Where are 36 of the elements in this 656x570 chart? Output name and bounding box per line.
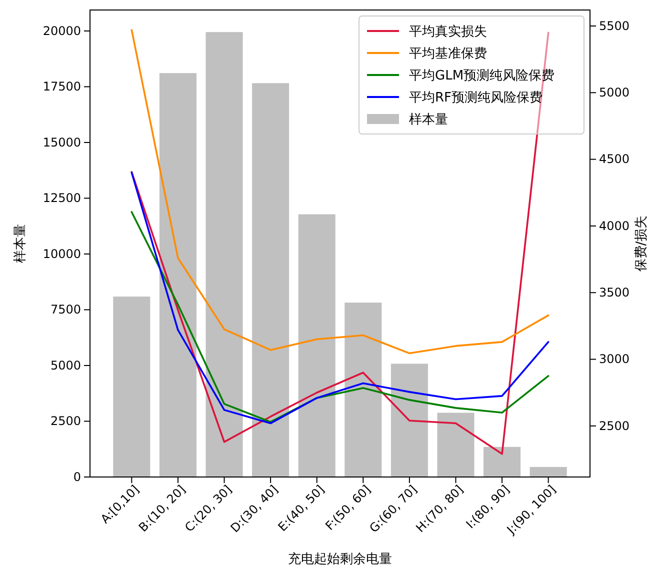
- legend-label: 样本量: [409, 112, 448, 128]
- y-tick-label: 12500: [42, 191, 81, 206]
- bar: [437, 412, 474, 477]
- legend-label: 平均真实损失: [409, 24, 487, 40]
- legend-label: 平均基准保费: [409, 46, 487, 62]
- y-tick-label: 2500: [50, 414, 81, 428]
- y-tick-label: 10000: [42, 246, 81, 261]
- bar: [390, 364, 428, 477]
- bar: [484, 446, 521, 477]
- y2-tick-label: 3500: [599, 285, 630, 300]
- y2-tick-label: 4500: [599, 152, 630, 166]
- y-tick-label: 5000: [50, 358, 81, 372]
- y-tick-label: 15000: [42, 135, 81, 150]
- y-tick-label: 17500: [42, 80, 81, 94]
- y-tick-label: 0: [73, 470, 81, 484]
- bar: [344, 302, 382, 477]
- bar: [159, 73, 196, 477]
- bar: [252, 83, 290, 477]
- y-tick-label: 7500: [50, 302, 81, 317]
- y-tick-label: 20000: [42, 24, 81, 38]
- line-series: [130, 211, 550, 423]
- x-axis-title: 充电起始剩余电量: [288, 552, 392, 567]
- line-series: [130, 172, 550, 424]
- y2-axis-title: 保费/损失: [634, 215, 649, 272]
- legend-label: 平均RF预测纯风险保费: [409, 90, 543, 106]
- bar: [298, 214, 336, 477]
- y2-tick-label: 5500: [599, 18, 630, 33]
- y2-tick-label: 4000: [599, 218, 630, 233]
- bar: [206, 32, 243, 477]
- y2-tick-label: 2500: [599, 418, 630, 433]
- y2-tick-label: 3000: [599, 352, 630, 366]
- bar: [113, 296, 150, 477]
- legend-label: 平均GLM预测纯风险保费: [409, 68, 555, 84]
- y2-tick-label: 5000: [599, 85, 630, 100]
- y-axis-title: 样本量: [13, 224, 28, 263]
- bar: [530, 466, 567, 477]
